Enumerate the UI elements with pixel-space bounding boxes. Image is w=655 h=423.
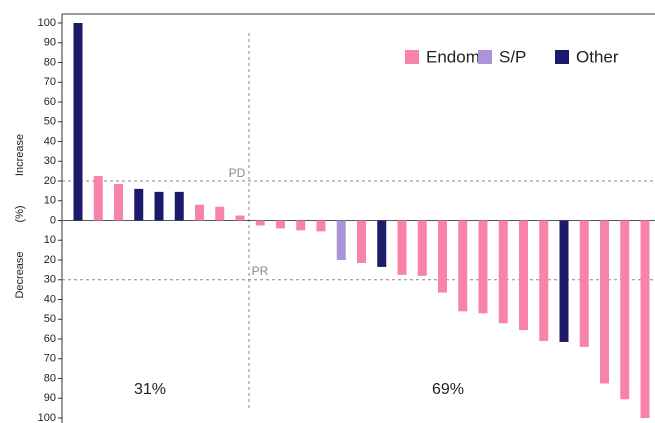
bar <box>357 220 366 263</box>
bar <box>134 188 144 221</box>
bar <box>579 220 589 347</box>
bar <box>255 220 265 226</box>
bar <box>417 220 427 276</box>
legend-label: S/P <box>499 47 526 66</box>
y-tick-label: 20 <box>44 254 56 266</box>
y-tick-label: 0 <box>50 214 56 226</box>
bar <box>640 220 650 418</box>
bar <box>73 23 83 221</box>
legend-swatch <box>555 50 569 64</box>
y-tick-label: 10 <box>44 195 56 207</box>
y-tick-label: 20 <box>44 175 56 187</box>
bar <box>559 220 569 342</box>
bar <box>478 220 488 314</box>
y-tick-label: 40 <box>44 293 56 305</box>
reference-label: PD <box>229 166 246 180</box>
bar <box>93 176 103 221</box>
legend-swatch <box>478 50 492 64</box>
legend-label: Endom <box>426 47 480 66</box>
bar <box>336 220 346 260</box>
y-tick-label: 40 <box>44 135 56 147</box>
bar <box>539 220 549 341</box>
annotation: 31% <box>134 381 166 398</box>
y-tick-label: 30 <box>44 274 56 286</box>
bar <box>519 220 528 331</box>
y-tick-label: 80 <box>44 372 56 384</box>
y-label-unit: (%) <box>14 205 26 222</box>
bar <box>438 220 447 293</box>
bar <box>377 220 387 267</box>
y-tick-label: 70 <box>44 353 56 365</box>
bar <box>276 220 285 229</box>
y-tick-label: 90 <box>44 392 56 404</box>
y-label-decrease: Decrease <box>14 251 26 298</box>
bar <box>174 191 184 221</box>
y-tick-label: 50 <box>44 313 56 325</box>
bar <box>114 183 123 221</box>
legend-swatch <box>405 50 419 64</box>
bar <box>600 220 609 384</box>
bar <box>316 220 326 232</box>
y-tick-label: 70 <box>44 76 56 88</box>
y-tick-label: 90 <box>44 37 56 49</box>
y-label-increase: Increase <box>14 134 26 176</box>
y-tick-label: 60 <box>44 96 56 108</box>
bar <box>620 220 630 400</box>
y-tick-label: 30 <box>44 155 56 167</box>
bar <box>296 220 306 231</box>
bar <box>235 215 245 221</box>
y-tick-label: 100 <box>38 412 56 423</box>
y-tick-label: 50 <box>44 116 56 128</box>
bar <box>154 191 164 221</box>
y-tick-label: 60 <box>44 333 56 345</box>
legend-label: Other <box>576 47 619 66</box>
bar <box>498 220 508 324</box>
annotation: 69% <box>432 381 464 398</box>
bar <box>215 206 225 221</box>
reference-label: PR <box>252 264 269 278</box>
y-tick-label: 100 <box>38 17 56 29</box>
y-tick-label: 80 <box>44 56 56 68</box>
bar <box>397 220 407 275</box>
bar <box>458 220 468 312</box>
bar <box>195 204 204 221</box>
y-tick-label: 10 <box>44 234 56 246</box>
